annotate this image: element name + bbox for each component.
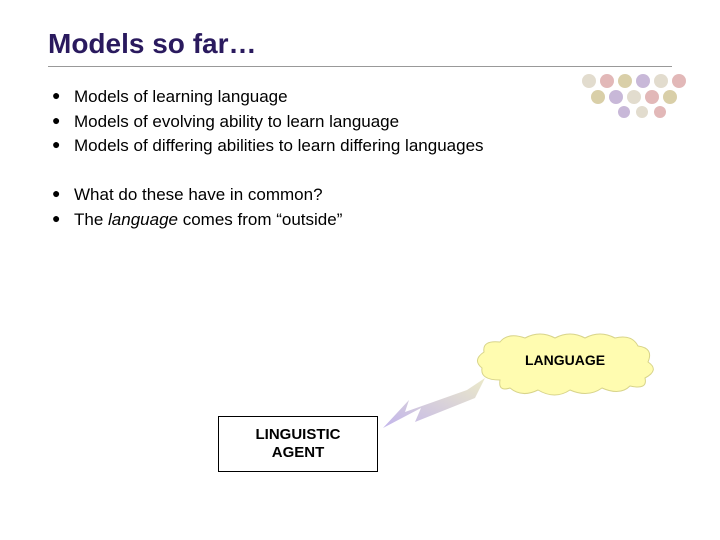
- language-cloud: LANGUAGE: [470, 330, 660, 400]
- dot-icon: [672, 74, 686, 88]
- bullet-group-2: What do these have in common?The languag…: [48, 183, 672, 232]
- diagram: LANGUAGE LINGUISTICAGENT: [0, 330, 720, 500]
- agent-box: LINGUISTICAGENT: [218, 416, 378, 472]
- bullet-item: Models of evolving ability to learn lang…: [48, 110, 672, 135]
- bullet-item: The language comes from “outside”: [48, 208, 672, 233]
- bullet-item: Models of learning language: [48, 85, 672, 110]
- bullet-group-1: Models of learning languageModels of evo…: [48, 85, 672, 159]
- title-rule: [48, 66, 672, 67]
- bullet-item: Models of differing abilities to learn d…: [48, 134, 672, 159]
- arrow-icon: [375, 370, 495, 440]
- arrow: [375, 370, 495, 440]
- slide-title: Models so far…: [48, 28, 672, 60]
- bullet-item: What do these have in common?: [48, 183, 672, 208]
- slide: Models so far… Models of learning langua…: [0, 0, 720, 540]
- agent-label: LINGUISTICAGENT: [256, 426, 341, 462]
- cloud-label: LANGUAGE: [470, 352, 660, 368]
